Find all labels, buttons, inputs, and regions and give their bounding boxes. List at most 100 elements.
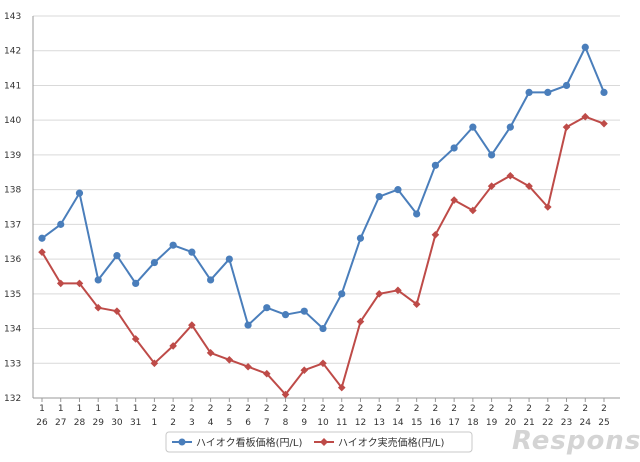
x-tick-label-day: 10 bbox=[317, 418, 329, 428]
data-point-diamond bbox=[544, 203, 552, 211]
data-point-diamond bbox=[525, 182, 533, 190]
x-tick-label-day: 16 bbox=[430, 418, 442, 428]
data-point-circle bbox=[506, 123, 514, 131]
x-tick-label-month: 2 bbox=[339, 404, 345, 414]
data-point-diamond bbox=[450, 196, 458, 204]
data-point-diamond bbox=[600, 119, 608, 128]
x-tick-label-month: 2 bbox=[433, 404, 439, 414]
data-point-diamond bbox=[206, 349, 215, 357]
data-point-circle bbox=[338, 290, 346, 298]
x-tick-label-day: 5 bbox=[226, 418, 232, 428]
chart-axes bbox=[32, 16, 620, 402]
data-point-circle bbox=[281, 311, 290, 319]
data-point-diamond bbox=[113, 307, 121, 315]
chart-grid bbox=[33, 15, 620, 399]
x-tick-label-day: 19 bbox=[486, 418, 498, 428]
data-point-circle bbox=[375, 192, 383, 201]
data-point-diamond bbox=[375, 290, 383, 298]
x-tick-label-month: 2 bbox=[245, 404, 251, 414]
legend-label-2: ハイオク実売価格(円/L) bbox=[338, 436, 444, 449]
data-point-diamond bbox=[412, 300, 421, 309]
y-tick-label: 142 bbox=[4, 47, 21, 57]
data-point-circle bbox=[431, 161, 439, 169]
x-tick-label-day: 23 bbox=[561, 418, 572, 428]
x-tick-label-month: 2 bbox=[152, 404, 158, 414]
x-tick-label-day: 1 bbox=[152, 418, 158, 428]
x-tick-label-month: 1 bbox=[39, 404, 45, 414]
data-point-diamond bbox=[150, 359, 159, 368]
data-point-circle bbox=[263, 304, 271, 312]
data-point-circle bbox=[319, 324, 327, 333]
data-point-diamond bbox=[562, 123, 571, 131]
data-point-diamond bbox=[244, 362, 252, 371]
data-point-circle bbox=[132, 279, 140, 287]
y-tick-label: 137 bbox=[4, 220, 21, 230]
x-tick-label-month: 2 bbox=[601, 404, 607, 414]
x-tick-label-month: 2 bbox=[358, 404, 364, 414]
data-point-diamond bbox=[38, 248, 46, 256]
x-tick-label-month: 1 bbox=[114, 404, 120, 414]
x-tick-label-day: 4 bbox=[208, 418, 214, 428]
legend-marker-circle-icon bbox=[178, 438, 186, 446]
data-point-circle bbox=[75, 189, 84, 197]
chart-legend: ハイオク看板価格(円/L) ハイオク実売価格(円/L) bbox=[165, 431, 473, 453]
data-point-diamond bbox=[94, 303, 102, 312]
data-point-circle bbox=[450, 144, 458, 152]
y-tick-label: 140 bbox=[4, 116, 21, 126]
data-point-diamond bbox=[169, 342, 177, 350]
x-tick-label-month: 1 bbox=[133, 404, 139, 414]
x-tick-label-month: 2 bbox=[564, 404, 570, 414]
y-tick-label: 139 bbox=[4, 151, 21, 161]
data-point-diamond bbox=[469, 206, 477, 215]
x-tick-label-month: 2 bbox=[507, 404, 513, 414]
x-tick-label-day: 18 bbox=[467, 418, 479, 428]
x-tick-label-day: 22 bbox=[542, 418, 553, 428]
chart-series bbox=[38, 43, 608, 399]
data-point-circle bbox=[394, 186, 402, 194]
x-tick-label-day: 15 bbox=[411, 418, 422, 428]
y-tick-label: 136 bbox=[4, 255, 21, 265]
x-tick-label-day: 30 bbox=[111, 418, 123, 428]
data-point-circle bbox=[469, 123, 477, 131]
x-tick-label-day: 31 bbox=[130, 418, 141, 428]
x-axis-tick-labels: 1261271281291301312122232425262728292102… bbox=[36, 404, 609, 428]
data-point-diamond bbox=[581, 112, 590, 121]
data-point-diamond bbox=[188, 321, 196, 329]
x-tick-label-day: 12 bbox=[355, 418, 366, 428]
series-line-2 bbox=[41, 115, 605, 396]
data-point-diamond bbox=[225, 356, 234, 364]
data-point-circle bbox=[150, 258, 158, 267]
x-tick-label-day: 2 bbox=[170, 418, 176, 428]
data-point-circle bbox=[488, 151, 496, 159]
x-tick-label-day: 9 bbox=[301, 418, 307, 428]
x-tick-label-day: 21 bbox=[523, 418, 534, 428]
x-tick-label-month: 2 bbox=[301, 404, 307, 414]
x-tick-label-month: 2 bbox=[395, 404, 401, 414]
x-tick-label-day: 17 bbox=[448, 418, 459, 428]
x-tick-label-month: 2 bbox=[226, 404, 232, 414]
data-point-diamond bbox=[300, 366, 309, 375]
data-point-diamond bbox=[75, 279, 84, 288]
data-point-circle bbox=[188, 248, 196, 256]
x-tick-label-day: 14 bbox=[392, 418, 404, 428]
x-tick-label-day: 28 bbox=[74, 418, 86, 428]
data-point-circle bbox=[38, 234, 46, 242]
data-point-circle bbox=[600, 88, 608, 96]
data-point-circle bbox=[169, 241, 177, 249]
y-tick-label: 135 bbox=[4, 290, 21, 300]
x-tick-label-month: 2 bbox=[264, 404, 270, 414]
x-tick-label-month: 2 bbox=[451, 404, 457, 414]
data-point-diamond bbox=[263, 369, 271, 378]
data-point-circle bbox=[562, 81, 571, 90]
data-point-diamond bbox=[506, 171, 515, 180]
x-tick-label-day: 8 bbox=[283, 418, 289, 428]
y-tick-label: 132 bbox=[4, 394, 21, 404]
data-point-diamond bbox=[394, 286, 402, 295]
x-tick-label-month: 2 bbox=[582, 404, 588, 414]
x-tick-label-day: 27 bbox=[55, 418, 66, 428]
x-tick-label-day: 13 bbox=[373, 418, 384, 428]
data-point-circle bbox=[581, 43, 589, 51]
data-point-circle bbox=[113, 252, 121, 260]
data-point-diamond bbox=[356, 317, 365, 326]
